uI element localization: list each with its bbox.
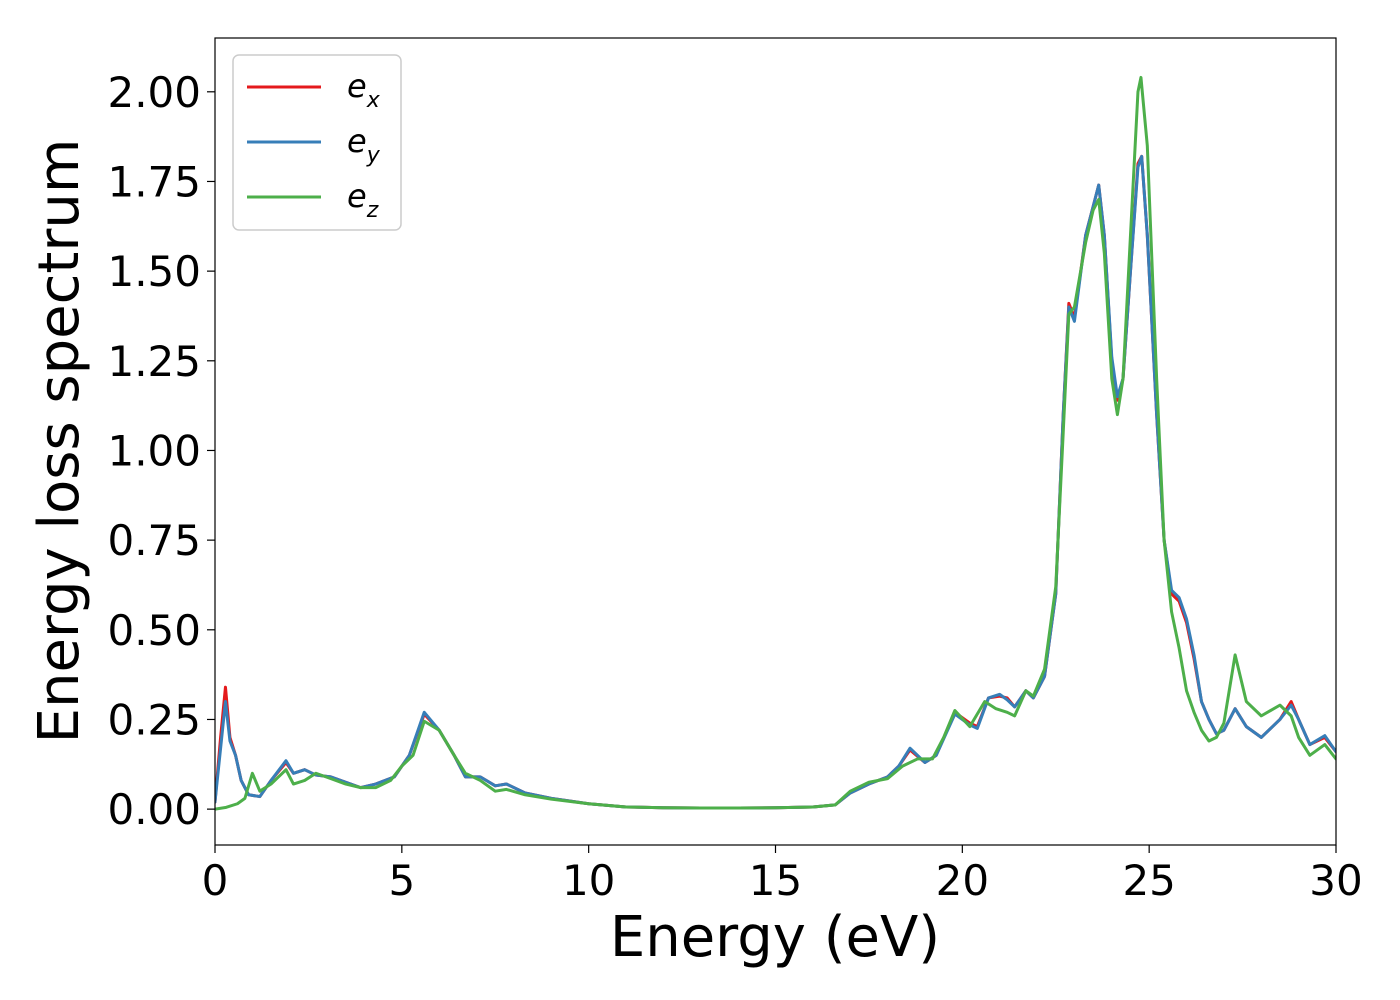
y-tick-label: 1.75 <box>107 157 201 206</box>
y-tick-label: 1.50 <box>107 247 201 296</box>
y-tick-label: 2.00 <box>107 68 201 117</box>
y-axis-label: Energy loss spectrum <box>27 139 92 744</box>
series-layer <box>215 75 1336 811</box>
x-tick-label: 10 <box>562 856 615 905</box>
x-axis-label: Energy (eV) <box>610 905 940 970</box>
y-tick-label: 0.50 <box>107 606 201 655</box>
y-tick-label: 1.25 <box>107 337 201 386</box>
x-tick-label: 0 <box>202 856 229 905</box>
series-line-ex <box>215 154 1336 810</box>
y-tick-label: 0.00 <box>107 785 201 834</box>
series-line-ey <box>215 154 1336 810</box>
x-tick-label: 20 <box>936 856 989 905</box>
x-tick-label: 15 <box>749 856 802 905</box>
legend-label-ex: ex <box>347 67 381 113</box>
legend-label-ey: ey <box>347 122 381 168</box>
axes-layer: 0 5 10 15 20 25 30 0.00 0.25 0.50 0.75 1.00 1.25 1.50… <box>107 37 1363 905</box>
legend-label-ez: ez <box>347 177 379 223</box>
x-tick-label: 25 <box>1122 856 1175 905</box>
y-tick-label: 1.00 <box>107 426 201 475</box>
x-tick-label: 30 <box>1309 856 1362 905</box>
y-tick-label: 0.75 <box>107 516 201 565</box>
legend: ex ey ez <box>232 54 402 231</box>
series-line-ez <box>215 75 1336 811</box>
y-tick-label: 0.25 <box>107 695 201 744</box>
x-tick-label: 5 <box>388 856 415 905</box>
